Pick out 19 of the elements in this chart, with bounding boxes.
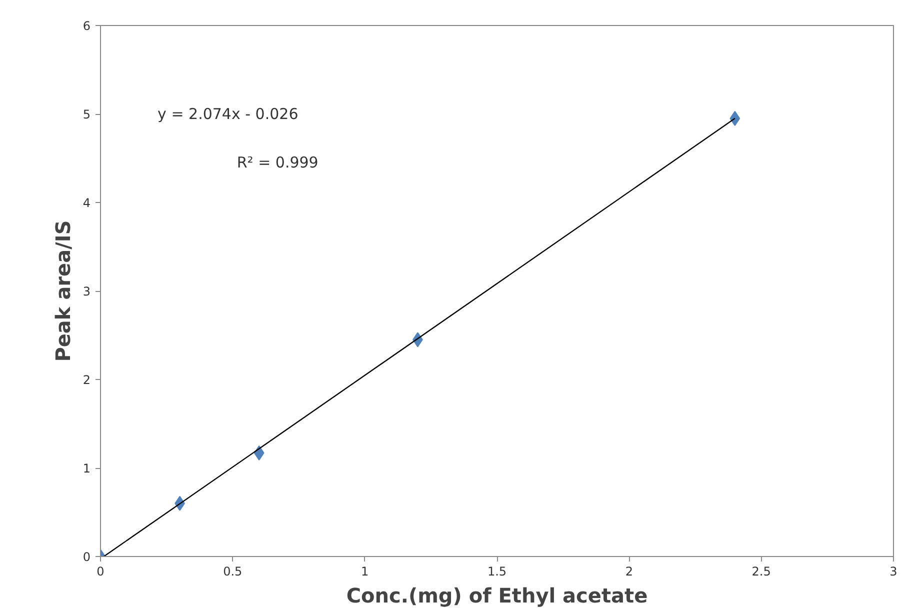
x-tick-label: 1 <box>361 564 369 578</box>
x-tick-label: 2.5 <box>752 564 771 578</box>
y-tick-label: 6 <box>82 19 91 33</box>
x-tick-label: 1.5 <box>487 564 507 578</box>
y-tick-label: 1 <box>82 462 91 476</box>
point <box>730 110 740 126</box>
x-tick-label: 0.5 <box>223 564 242 578</box>
annotation: y = 2.074x - 0.026 <box>158 104 298 123</box>
x-axis-title: Conc.(mg) of Ethyl acetate <box>346 584 648 608</box>
y-tick-label: 0 <box>82 550 91 564</box>
x-tick-label: 0 <box>96 564 104 578</box>
y-tick-label: 2 <box>82 373 91 387</box>
annotation: R² = 0.999 <box>236 154 318 172</box>
y-tick-label: 5 <box>82 108 91 122</box>
y-tick-label: 4 <box>82 196 91 210</box>
x-tick-label: 3 <box>890 564 898 578</box>
y-axis-title: Peak area/IS <box>50 220 75 362</box>
y-tick-label: 3 <box>82 284 91 298</box>
x-tick-label: 2 <box>625 564 633 578</box>
